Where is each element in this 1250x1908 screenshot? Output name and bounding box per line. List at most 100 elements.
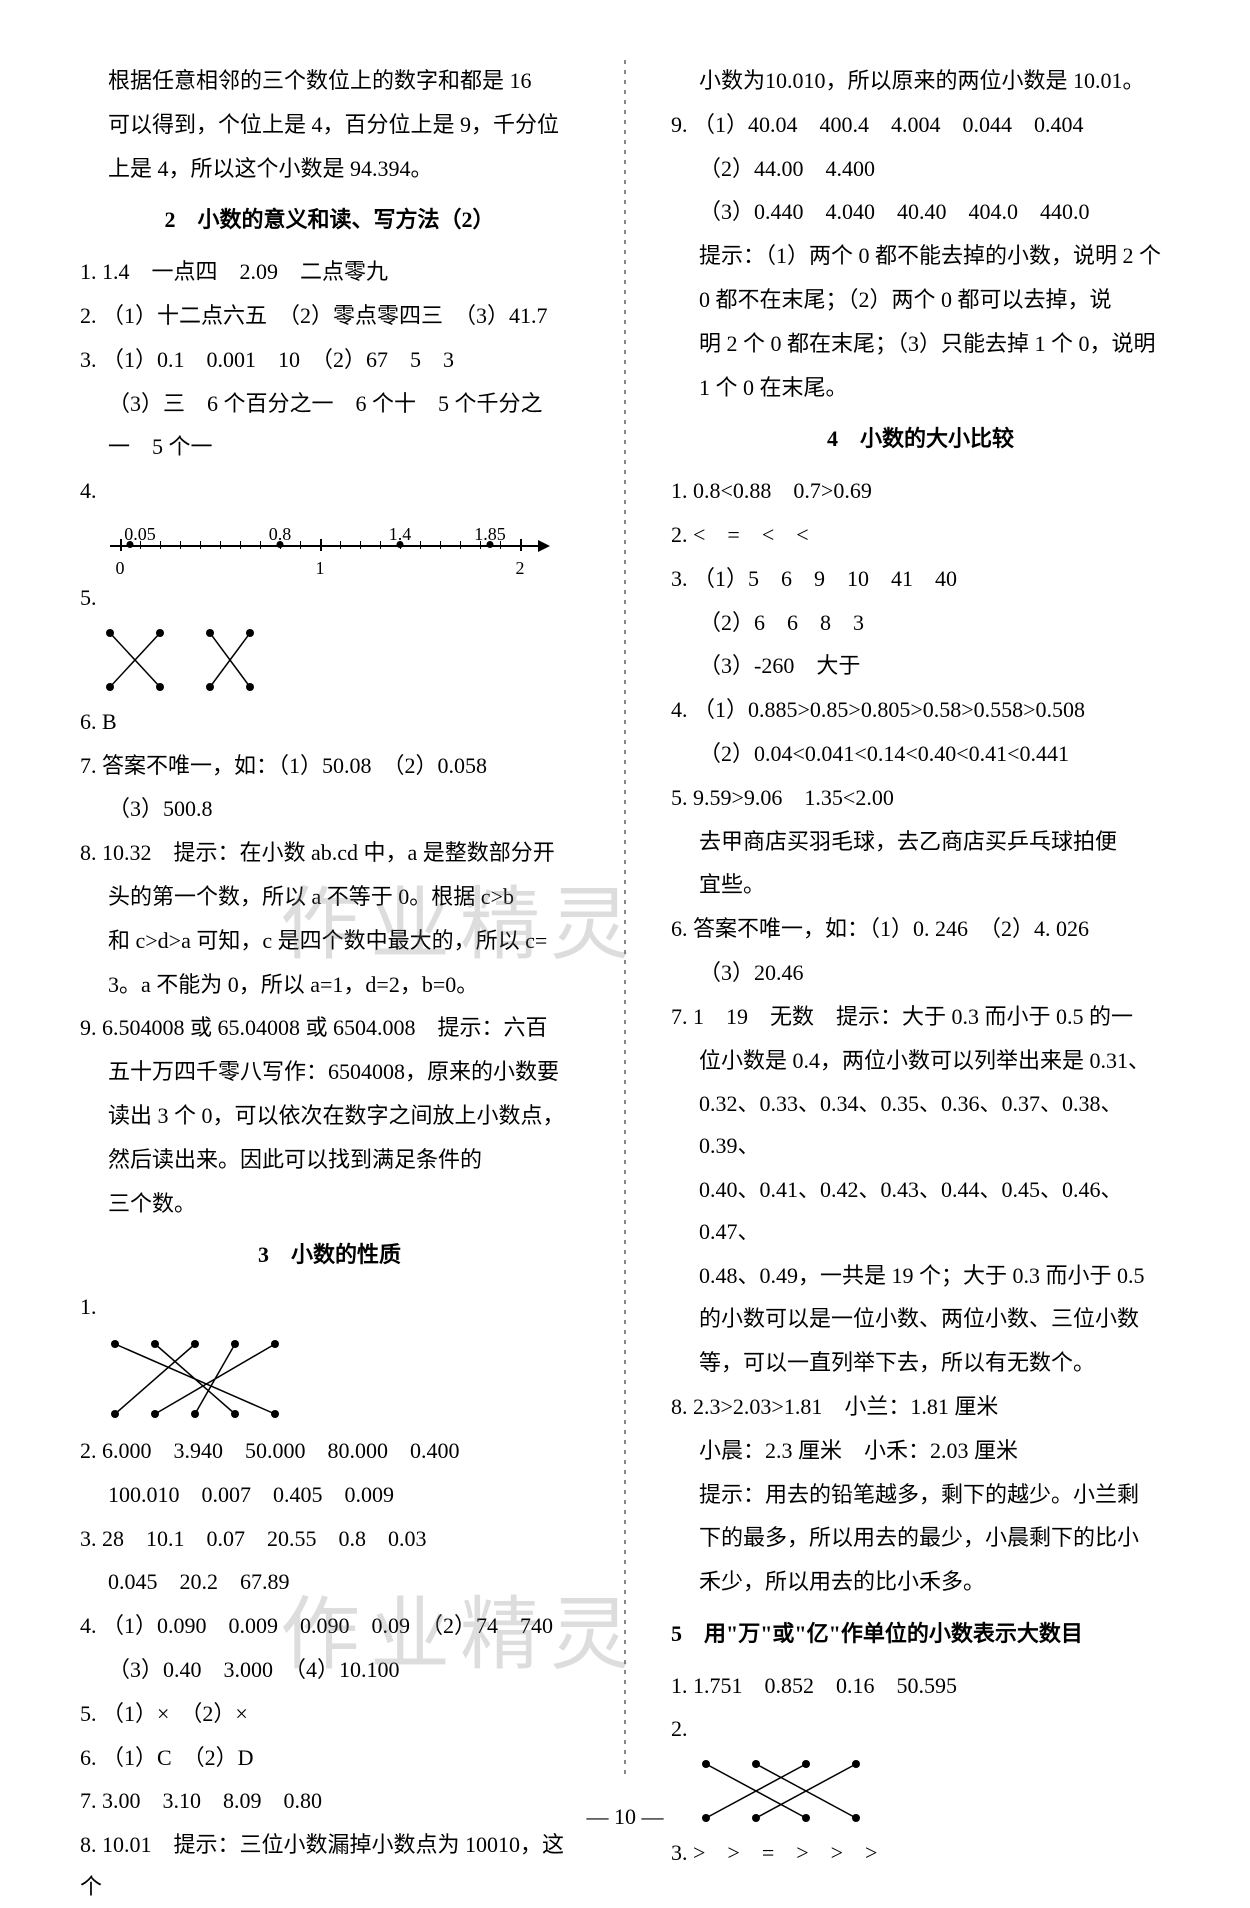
minor-tick: [220, 541, 221, 549]
tick-label: 2: [516, 551, 525, 585]
minor-tick: [460, 541, 461, 549]
answer-line: 宜些。: [671, 864, 1170, 906]
answer-line: （3）三 6 个百分之一 6 个十 5 个千分之: [80, 383, 579, 425]
answer-line: （3）-260 大于: [671, 645, 1170, 687]
minor-tick: [440, 541, 441, 549]
answer-line: 下的最多，所以用去的最少，小晨剩下的比小: [671, 1517, 1170, 1559]
answer-line: 9. 6.504008 或 65.04008 或 6504.008 提示：六百: [80, 1007, 579, 1049]
matching-diagram: [100, 1334, 300, 1424]
answer-line: 去甲商店买羽毛球，去乙商店买乒乓球拍便: [671, 821, 1170, 863]
answer-line: 禾少，所以用去的比小禾多。: [671, 1561, 1170, 1603]
minor-tick: [300, 541, 301, 549]
minor-tick: [200, 541, 201, 549]
answer-line: 5.: [80, 577, 579, 619]
answer-line: 0.48、0.49，一共是 19 个；大于 0.3 而小于 0.5: [671, 1255, 1170, 1297]
answer-line: 2. 6.000 3.940 50.000 80.000 0.400: [80, 1430, 579, 1472]
minor-tick: [380, 541, 381, 549]
answer-line: 8. 10.32 提示：在小数 ab.cd 中，a 是整数部分开: [80, 832, 579, 874]
answer-line: 位小数是 0.4，两位小数可以列举出来是 0.31、: [671, 1040, 1170, 1082]
text-line: 根据任意相邻的三个数位上的数字和都是 16: [80, 60, 579, 102]
answer-line: （2）0.04<0.041<0.14<0.40<0.41<0.441: [671, 733, 1170, 775]
answer-line: 头的第一个数，所以 a 不等于 0。根据 c>b: [80, 876, 579, 918]
answer-line: 3. （1）5 6 9 10 41 40: [671, 558, 1170, 600]
section-title-5: 5 用"万"或"亿"作单位的小数表示大数目: [671, 1613, 1170, 1655]
answer-line: 提示：（1）两个 0 都不能去掉的小数，说明 2 个: [671, 235, 1170, 277]
answer-line: 8. 10.01 提示：三位小数漏掉小数点为 10010，这个: [80, 1824, 579, 1908]
answer-line: 1. 1.4 一点四 2.09 二点零九: [80, 251, 579, 293]
answer-line: 和 c>d>a 可知，c 是四个数中最大的，所以 c=: [80, 920, 579, 962]
answer-line: 的小数可以是一位小数、两位小数、三位小数: [671, 1298, 1170, 1340]
answer-line: 1 个 0 在末尾。: [671, 367, 1170, 409]
answer-line: 提示：用去的铅笔越多，剩下的越少。小兰剩: [671, 1474, 1170, 1516]
matching-diagram: [100, 625, 260, 695]
minor-tick: [360, 541, 361, 549]
answer-line: 3. 28 10.1 0.07 20.55 0.8 0.03: [80, 1518, 579, 1560]
answer-line: 等，可以一直列举下去，所以有无数个。: [671, 1342, 1170, 1384]
answer-line: 小数为10.010，所以原来的两位小数是 10.01。: [671, 60, 1170, 102]
text-line: 可以得到，个位上是 4，百分位上是 9，千分位: [80, 104, 579, 146]
minor-tick: [180, 541, 181, 549]
answer-line: 3. （1）0.1 0.001 10 （2）67 5 3: [80, 339, 579, 381]
answer-line: 8. 2.3>2.03>1.81 小兰：1.81 厘米: [671, 1386, 1170, 1428]
answer-line: 0 都不在末尾；（2）两个 0 都可以去掉，说: [671, 279, 1170, 321]
tick-label: 0: [116, 551, 125, 585]
answer-line: 4. （1）0.090 0.009 0.090 0.09 （2）74 740: [80, 1605, 579, 1647]
answer-line: 2.: [671, 1708, 1170, 1750]
tick: [520, 539, 522, 551]
point-label: 0.05: [124, 517, 156, 551]
answer-line: 6. 答案不唯一，如：（1）0. 246 （2）4. 026: [671, 908, 1170, 950]
tick: [120, 539, 122, 551]
column-divider: [624, 60, 626, 1780]
answer-line: （3）500.8: [80, 788, 579, 830]
answer-line: 三个数。: [80, 1183, 579, 1225]
answer-line: 然后读出来。因此可以找到满足条件的: [80, 1139, 579, 1181]
minor-tick: [340, 541, 341, 549]
answer-line: 1. 0.8<0.88 0.7>0.69: [671, 470, 1170, 512]
point-label: 0.8: [269, 517, 292, 551]
answer-line: （3）20.46: [671, 952, 1170, 994]
minor-tick: [160, 541, 161, 549]
answer-line: （2）44.00 4.400: [671, 148, 1170, 190]
answer-line: 4.: [80, 470, 579, 512]
answer-line: 6. （1）C （2）D: [80, 1737, 579, 1779]
tick-label: 1: [316, 551, 325, 585]
answer-line: 0.045 20.2 67.89: [80, 1561, 579, 1603]
answer-line: 3。a 不能为 0，所以 a=1，d=2，b=0。: [80, 964, 579, 1006]
point-label: 1.4: [389, 517, 412, 551]
right-column: 小数为10.010，所以原来的两位小数是 10.01。 9. （1）40.04 …: [671, 60, 1170, 1780]
minor-tick: [420, 541, 421, 549]
answer-line: 7. 答案不唯一，如：（1）50.08 （2）0.058: [80, 745, 579, 787]
tick: [320, 539, 322, 551]
arrow-icon: [538, 540, 550, 552]
answer-line: 读出 3 个 0，可以依次在数字之间放上小数点，: [80, 1095, 579, 1137]
left-column: 根据任意相邻的三个数位上的数字和都是 16 可以得到，个位上是 4，百分位上是 …: [80, 60, 579, 1780]
answer-line: 0.32、0.33、0.34、0.35、0.36、0.37、0.38、0.39、: [671, 1083, 1170, 1167]
minor-tick: [260, 541, 261, 549]
answer-line: 五十万四千零八写作：6504008，原来的小数要: [80, 1051, 579, 1093]
answer-line: 100.010 0.007 0.405 0.009: [80, 1474, 579, 1516]
answer-line: （3）0.440 4.040 40.40 404.0 440.0: [671, 191, 1170, 233]
section-title-2: 2 小数的意义和读、写方法（2）: [80, 199, 579, 241]
page-number: — 10 —: [0, 1804, 1250, 1830]
answer-line: （2）6 6 8 3: [671, 602, 1170, 644]
section-title-3: 3 小数的性质: [80, 1234, 579, 1276]
answer-line: 1. 1.751 0.852 0.16 50.595: [671, 1665, 1170, 1707]
section-title-4: 4 小数的大小比较: [671, 418, 1170, 460]
answer-line: 7. 1 19 无数 提示：大于 0.3 而小于 0.5 的一: [671, 996, 1170, 1038]
minor-tick: [240, 541, 241, 549]
answer-line: 9. （1）40.04 400.4 4.004 0.044 0.404: [671, 104, 1170, 146]
page-content: 根据任意相邻的三个数位上的数字和都是 16 可以得到，个位上是 4，百分位上是 …: [80, 60, 1170, 1780]
answer-line: 小晨：2.3 厘米 小禾：2.03 厘米: [671, 1430, 1170, 1472]
answer-line: （3）0.40 3.000 （4）10.100: [80, 1649, 579, 1691]
answer-line: 6. B: [80, 701, 579, 743]
answer-line: 3. > > = > > >: [671, 1832, 1170, 1874]
number-line: 0 1 2 0.05 0.8: [110, 517, 550, 567]
answer-line: 1.: [80, 1286, 579, 1328]
answer-line: 一 5 个一: [80, 426, 579, 468]
point-label: 1.85: [474, 517, 506, 551]
text-line: 上是 4，所以这个小数是 94.394。: [80, 148, 579, 190]
answer-line: 5. 9.59>9.06 1.35<2.00: [671, 777, 1170, 819]
answer-line: 2. （1）十二点六五 （2）零点零四三 （3）41.7: [80, 295, 579, 337]
answer-line: 4. （1）0.885>0.85>0.805>0.58>0.558>0.508: [671, 689, 1170, 731]
answer-line: 明 2 个 0 都在末尾；（3）只能去掉 1 个 0，说明: [671, 323, 1170, 365]
